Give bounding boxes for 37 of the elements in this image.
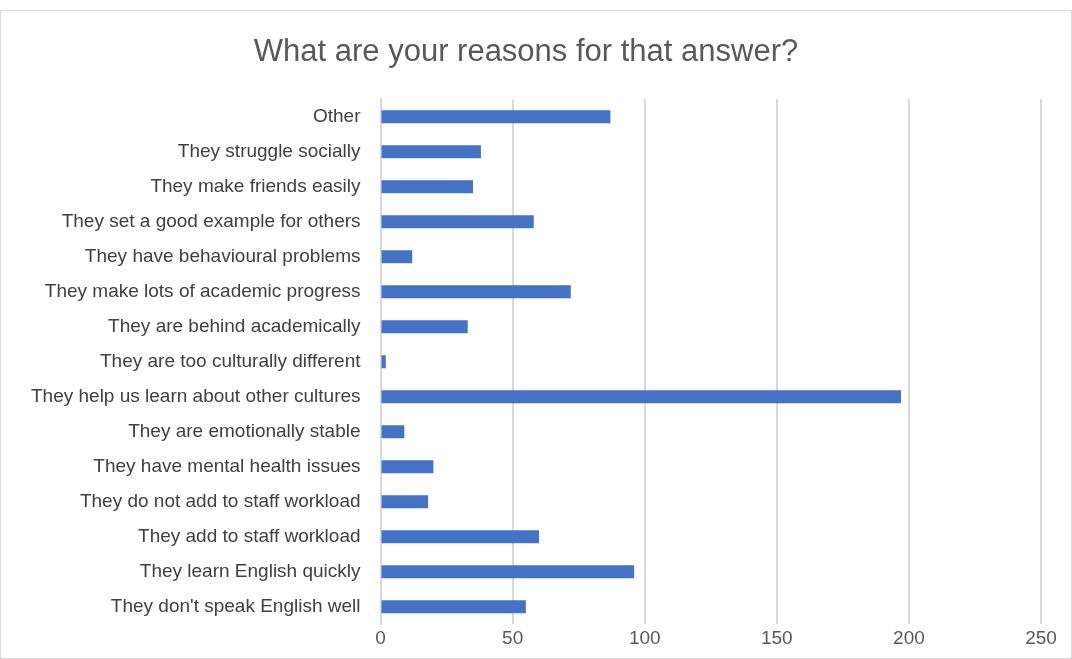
y-tick-label: They have behavioural problems (84, 244, 361, 266)
bar (381, 320, 468, 334)
bar (381, 460, 434, 474)
y-tick-label: They have mental health issues (93, 454, 361, 476)
bar (381, 250, 413, 264)
bar (381, 180, 473, 194)
y-tick-label: They learn English quickly (139, 559, 362, 581)
bar (381, 600, 526, 614)
x-tick-label: 50 (502, 626, 524, 648)
bar (381, 530, 540, 544)
y-tick-label: They make lots of academic progress (44, 279, 361, 301)
y-tick-label: They do not add to staff workload (79, 489, 361, 511)
x-tick-label: 100 (628, 626, 661, 648)
bar (381, 565, 635, 579)
y-tick-label: They don't speak English well (110, 594, 361, 616)
bar (381, 215, 534, 229)
x-tick-label: 200 (893, 626, 925, 648)
bar (381, 355, 386, 369)
y-tick-label: They are behind academically (108, 314, 362, 336)
bar (381, 390, 901, 404)
y-tick-label: They set a good example for others (61, 209, 361, 231)
y-tick-label: They help us learn about other cultures (31, 384, 361, 406)
x-tick-label: 0 (375, 626, 386, 648)
y-tick-label: They add to staff workload (138, 524, 361, 546)
y-tick-label: They are emotionally stable (128, 419, 361, 441)
bar (381, 425, 405, 439)
x-tick-label: 150 (760, 626, 793, 648)
bar (381, 110, 611, 124)
bar (381, 145, 481, 159)
bar (381, 285, 571, 299)
y-tick-label: Other (313, 104, 362, 126)
y-tick-label: They make friends easily (150, 174, 362, 196)
x-tick-label: 250 (1025, 626, 1057, 648)
bar (381, 495, 429, 509)
y-tick-label: They struggle socially (177, 139, 362, 161)
chart-title: What are your reasons for that answer? (253, 33, 799, 69)
y-tick-label: They are too culturally different (100, 349, 362, 371)
